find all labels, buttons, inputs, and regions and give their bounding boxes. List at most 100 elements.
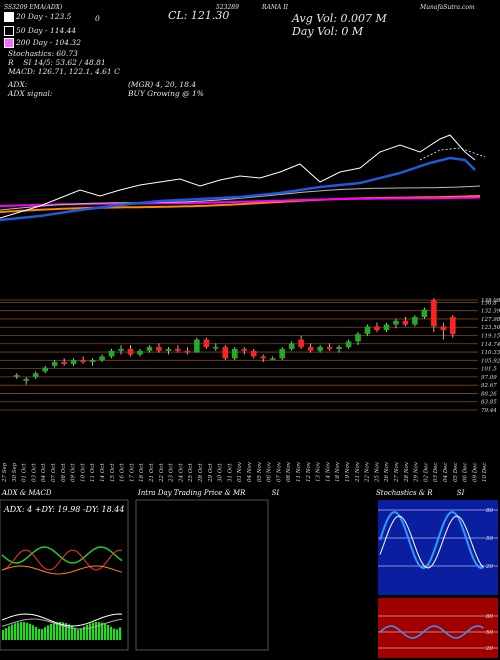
price-tick-label: 114.74 (481, 342, 500, 348)
date-tick-label: 08 Oct (61, 463, 67, 482)
candle-body (317, 347, 323, 351)
ema20-label: 20 Day - 123.5 (4, 12, 71, 22)
macd-bar (26, 622, 29, 640)
macd-bar (56, 622, 59, 640)
date-tick-label: 27 Nov (394, 461, 400, 483)
candle-body (213, 347, 219, 349)
stoch-tick-label: 20 (485, 564, 493, 570)
macd-bar (8, 626, 11, 640)
candle-body (374, 326, 380, 331)
candle-body (298, 339, 304, 348)
stoch-tick-label: 50 (486, 536, 493, 542)
adx-line (1, 565, 123, 575)
candle-body (51, 362, 58, 366)
day-volume: Day Vol: 0 M (292, 25, 364, 38)
candle-body (288, 343, 295, 349)
ema20-line (0, 134, 476, 219)
macd-label: MACD: 126.71, 122.1, 4.61 C (8, 67, 120, 76)
macd-bar (107, 625, 110, 640)
ema200-text: 200 Day - 104.32 (16, 38, 81, 47)
stoch-title-text: Stochastics & R (376, 489, 433, 497)
date-tick-label: 01 Nov (237, 461, 243, 482)
date-tick-label: 31 Oct (227, 463, 233, 482)
macd-bar (95, 622, 98, 640)
candle-body (421, 309, 428, 318)
candle-body (250, 350, 257, 357)
macd-bar (11, 624, 14, 640)
price-tick-label: 136.8 (481, 300, 497, 306)
date-tick-label: 11 Oct (90, 463, 96, 482)
date-tick-label: 25 Nov (374, 461, 380, 483)
macd-bar (53, 622, 56, 640)
candle-body (89, 360, 96, 363)
ema200-label: 200 Day - 104.32 (4, 38, 81, 48)
date-tick-label: 26 Nov (384, 461, 390, 483)
date-tick-label: 10 Oct (80, 463, 86, 482)
ticker-code: 523289 (216, 4, 239, 11)
date-tick-label: 04 Dec (443, 463, 449, 483)
date-tick-label: 05 Dec (453, 463, 459, 483)
date-tick-label: 28 Oct (198, 463, 204, 483)
candle-body (194, 339, 200, 353)
date-tick-label: 04 Nov (247, 461, 253, 482)
date-tick-label: 14 Oct (100, 463, 106, 482)
date-tick-label: 05 Nov (257, 461, 263, 482)
date-tick-label: 22 Nov (365, 461, 371, 483)
date-tick-label: 11 Nov (296, 461, 302, 482)
adx-signal-label: ADX signal: (8, 89, 53, 98)
candle-body (61, 362, 67, 364)
zero-vol: 0 (95, 14, 100, 23)
date-tick-label: 13 Nov (316, 461, 322, 482)
intraday-title-suffix: SI (271, 489, 280, 497)
price-tick-label: 105.92 (481, 358, 500, 364)
macd-bar (119, 627, 122, 640)
candle-body (118, 348, 124, 351)
date-tick-label: 28 Nov (404, 461, 410, 483)
date-tick-label: 22 Oct (159, 463, 165, 483)
stochastics-signal-line (379, 515, 484, 569)
date-tick-label: 30 Sep (12, 462, 18, 482)
ema20-swatch (4, 12, 14, 22)
date-tick-label: 15 Oct (110, 463, 116, 482)
macd-signal-line (1, 618, 123, 630)
candle-body (326, 347, 333, 349)
intraday-title-text: Intra Day Trading Price & MR (138, 489, 246, 497)
macd-bar (86, 624, 89, 640)
price-tick-label: 127.98 (481, 317, 500, 323)
price-tick-label: 97.09 (481, 375, 497, 381)
rsi-tick-label: 80 (486, 614, 493, 620)
candle-body (431, 300, 437, 327)
ema50-text: 50 Day - 114.44 (16, 26, 77, 35)
price-tick-label: 110.33 (481, 350, 500, 356)
date-tick-label: 24 Oct (178, 463, 184, 483)
rsi-tick-label: 50 (486, 630, 493, 636)
candle-body (108, 350, 115, 357)
date-tick-label: 17 Oct (129, 463, 135, 482)
macd-bar (23, 622, 26, 640)
candle-body (440, 326, 447, 331)
adx-signal-value: BUY Growing @ 1% (128, 89, 204, 98)
rsi-tick-label: 20 (485, 646, 493, 652)
price-tick-label: 88.26 (481, 391, 497, 397)
candle-body (355, 333, 361, 342)
macd-bar (65, 623, 68, 640)
price-tick-label: 138.08 (481, 298, 500, 304)
candle-body (383, 324, 390, 331)
stochastics-panel (378, 500, 498, 595)
price-tick-label: 92.67 (481, 383, 497, 389)
date-tick-label: 14 Nov (325, 461, 331, 482)
adx-label: ADX: (8, 80, 28, 89)
date-tick-label: 18 Oct (139, 463, 145, 482)
date-tick-label: 03 Oct (31, 463, 37, 482)
macd-bar (32, 625, 35, 640)
candle-body (165, 348, 172, 351)
macd-bar (77, 629, 80, 640)
macd-bar (59, 622, 62, 640)
date-tick-label: 09 Dec (472, 463, 478, 483)
macd-line (1, 613, 123, 627)
candle-body (70, 360, 77, 364)
candle-body (307, 347, 314, 351)
price-tick-label: 83.85 (481, 400, 497, 406)
ema20-dotted-line (419, 147, 486, 161)
